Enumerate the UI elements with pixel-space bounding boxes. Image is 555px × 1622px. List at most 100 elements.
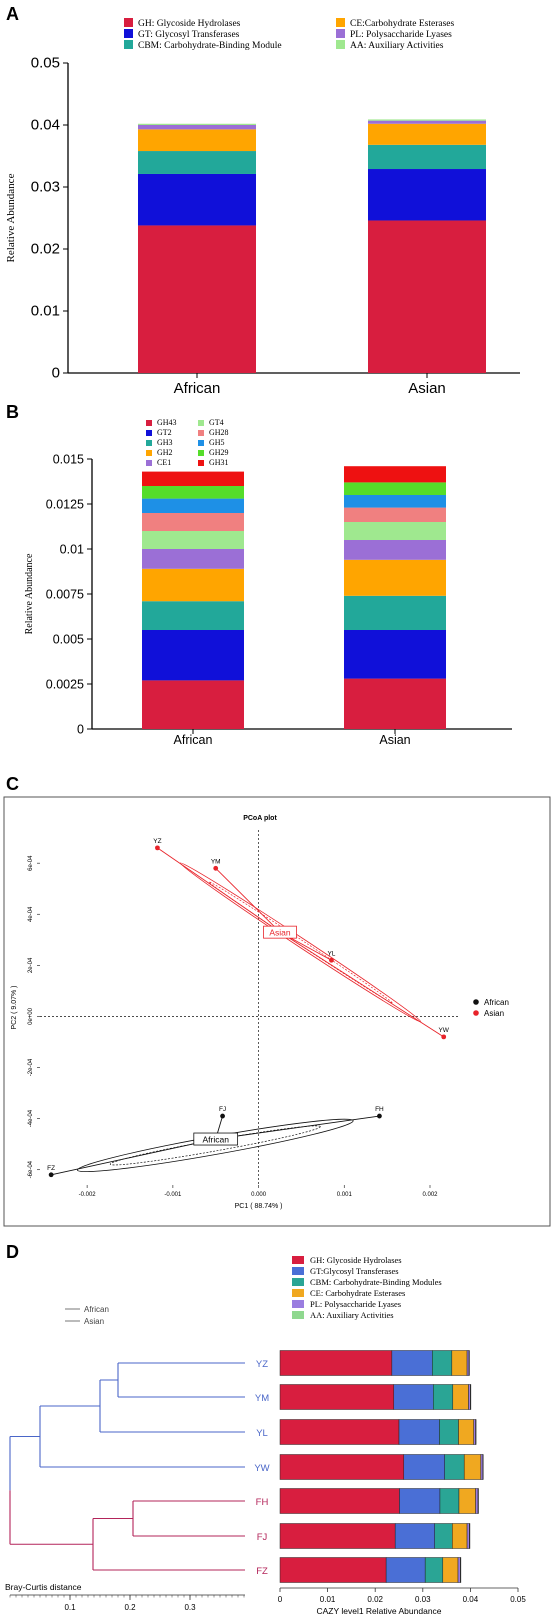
sample-label: FH: [256, 1497, 269, 1508]
x-tick-label: -0.002: [79, 1192, 97, 1198]
legend-label: CBM: Carbohydrate-Binding Module: [138, 41, 282, 51]
bar-segment: [142, 601, 244, 630]
x-tick-label: 0.03: [415, 1595, 431, 1604]
legend-swatch: [198, 460, 204, 466]
bar-segment: [385, 1557, 426, 1583]
legend-swatch: [336, 29, 345, 38]
legend-swatch: [124, 29, 133, 38]
bar-segment: [279, 1557, 387, 1583]
y-tick-label: 0.0025: [46, 678, 84, 692]
panel-d-dendrogram-and-bars: African Asian YZ YM YL YW FH FJ FZ 0.1 0.2 0.3 Bray-…: [5, 1255, 526, 1616]
legend-label: CE:Carbohydrate Esterases: [350, 19, 455, 29]
y-tick-label: 2e-04: [28, 957, 34, 973]
sample-label: FZ: [256, 1566, 268, 1577]
legend-label: GH29: [209, 448, 229, 457]
legend-marker: [473, 999, 479, 1005]
sample-label: YL: [327, 950, 335, 957]
bar-segment: [475, 1488, 479, 1514]
bar-segment: [442, 1557, 459, 1583]
sample-label: YW: [254, 1463, 269, 1474]
dendro-tick-label: 0.1: [64, 1603, 76, 1612]
legend-swatch: [292, 1311, 304, 1319]
legend-swatch: [336, 40, 345, 49]
legend-swatch: [292, 1300, 304, 1308]
legend-label: PL: Polysaccharide Lyases: [310, 1299, 401, 1309]
legend-swatch: [198, 440, 204, 446]
legend-label: AA: Auxiliary Activities: [310, 1310, 394, 1320]
panel-a-stacked-bar-chart: 0 0.01 0.02 0.03 0.04 0.05 Relative Abundance A…: [5, 18, 520, 397]
centroid-label: African: [202, 1135, 229, 1145]
sample-label: FH: [375, 1106, 384, 1113]
legend-swatch: [198, 430, 204, 436]
sample-point: [213, 865, 219, 871]
legend-label: CE1: [157, 458, 171, 467]
sample-label: FJ: [219, 1106, 226, 1113]
panel-border: [3, 796, 551, 1227]
legend-swatch: [292, 1256, 304, 1264]
legend-label: CE: Carbohydrate Esterases: [310, 1288, 405, 1298]
centroid-box: [193, 1132, 239, 1146]
sample-label: YW: [438, 1027, 449, 1034]
bar-segment: [344, 540, 446, 560]
bar-segment: [142, 498, 244, 513]
spoke-line: [279, 931, 444, 1038]
legend-label: GT4: [209, 418, 224, 427]
bar-segment: [368, 169, 486, 221]
y-axis-title: Relative Abundance: [24, 553, 35, 634]
sample-point: [220, 1113, 225, 1119]
y-tick-label: 0.01: [60, 543, 84, 557]
bar-segment: [138, 173, 256, 226]
bar-segment: [142, 568, 244, 602]
y-tick-label: 0.03: [31, 179, 60, 196]
y-axis-title: PC2 ( 9.07% ): [11, 986, 18, 1030]
bar-segment: [138, 225, 256, 373]
bar-segment: [138, 123, 256, 125]
bar-segment: [399, 1488, 441, 1514]
y-tick-label: 0.015: [53, 453, 84, 467]
legend-swatch: [124, 18, 133, 27]
bar-segment: [344, 595, 446, 630]
legend-label: GH2: [157, 448, 173, 457]
legend-label: African: [484, 998, 509, 1007]
y-tick-label: -4e-04: [28, 1109, 34, 1127]
legend-label: GT2: [157, 428, 172, 437]
bar-segment: [457, 1557, 461, 1583]
bar-segment: [344, 507, 446, 522]
legend-label: GT: Glycosyl Transferases: [138, 29, 240, 40]
y-tick-label: -6e-04: [28, 1160, 34, 1178]
bar-segment: [466, 1523, 470, 1549]
bar-segment: [344, 522, 446, 540]
y-tick-label: 0e+00: [28, 1007, 34, 1025]
panel-label-b: B: [6, 402, 19, 422]
legend-swatch: [198, 450, 204, 456]
legend-marker: [473, 1010, 479, 1016]
x-tick-label: Asian: [379, 733, 410, 747]
x-tick-label: 0.02: [367, 1595, 383, 1604]
bar-segment: [279, 1350, 393, 1376]
dendro-tick-label: 0.3: [184, 1603, 196, 1612]
legend-label: GT:Glycosyl Transferases: [310, 1266, 399, 1276]
legend-label: GH: Glycoside Hydrolases: [310, 1255, 402, 1265]
bar-segment: [142, 513, 244, 531]
bar-segment: [403, 1454, 445, 1480]
y-tick-label: 0.0075: [46, 588, 84, 602]
spoke-line: [51, 1138, 216, 1176]
bar-segment: [142, 531, 244, 549]
panel-label-c: C: [6, 774, 19, 794]
bar-segment: [142, 471, 244, 486]
bar-segment: [424, 1557, 444, 1583]
dendro-tick-label: 0.2: [124, 1603, 136, 1612]
panel-c-pcoa-plot: PCoA plot -0.002 -0.001 0.000 0.001 0.002 -6e-…: [3, 796, 551, 1227]
bar-segment: [368, 120, 486, 124]
x-tick-label: 0.05: [510, 1595, 526, 1604]
y-tick-label: 0.02: [31, 241, 60, 258]
dendro-legend-label: Asian: [84, 1317, 104, 1326]
legend-swatch: [146, 420, 152, 426]
x-tick-label: 0.001: [337, 1192, 353, 1198]
y-tick-label: 0.0125: [46, 498, 84, 512]
sample-label: YM: [255, 1393, 269, 1404]
legend-label: GH3: [157, 438, 173, 447]
legend-swatch: [146, 460, 152, 466]
x-axis-title: PC1 ( 88.74% ): [235, 1203, 283, 1210]
